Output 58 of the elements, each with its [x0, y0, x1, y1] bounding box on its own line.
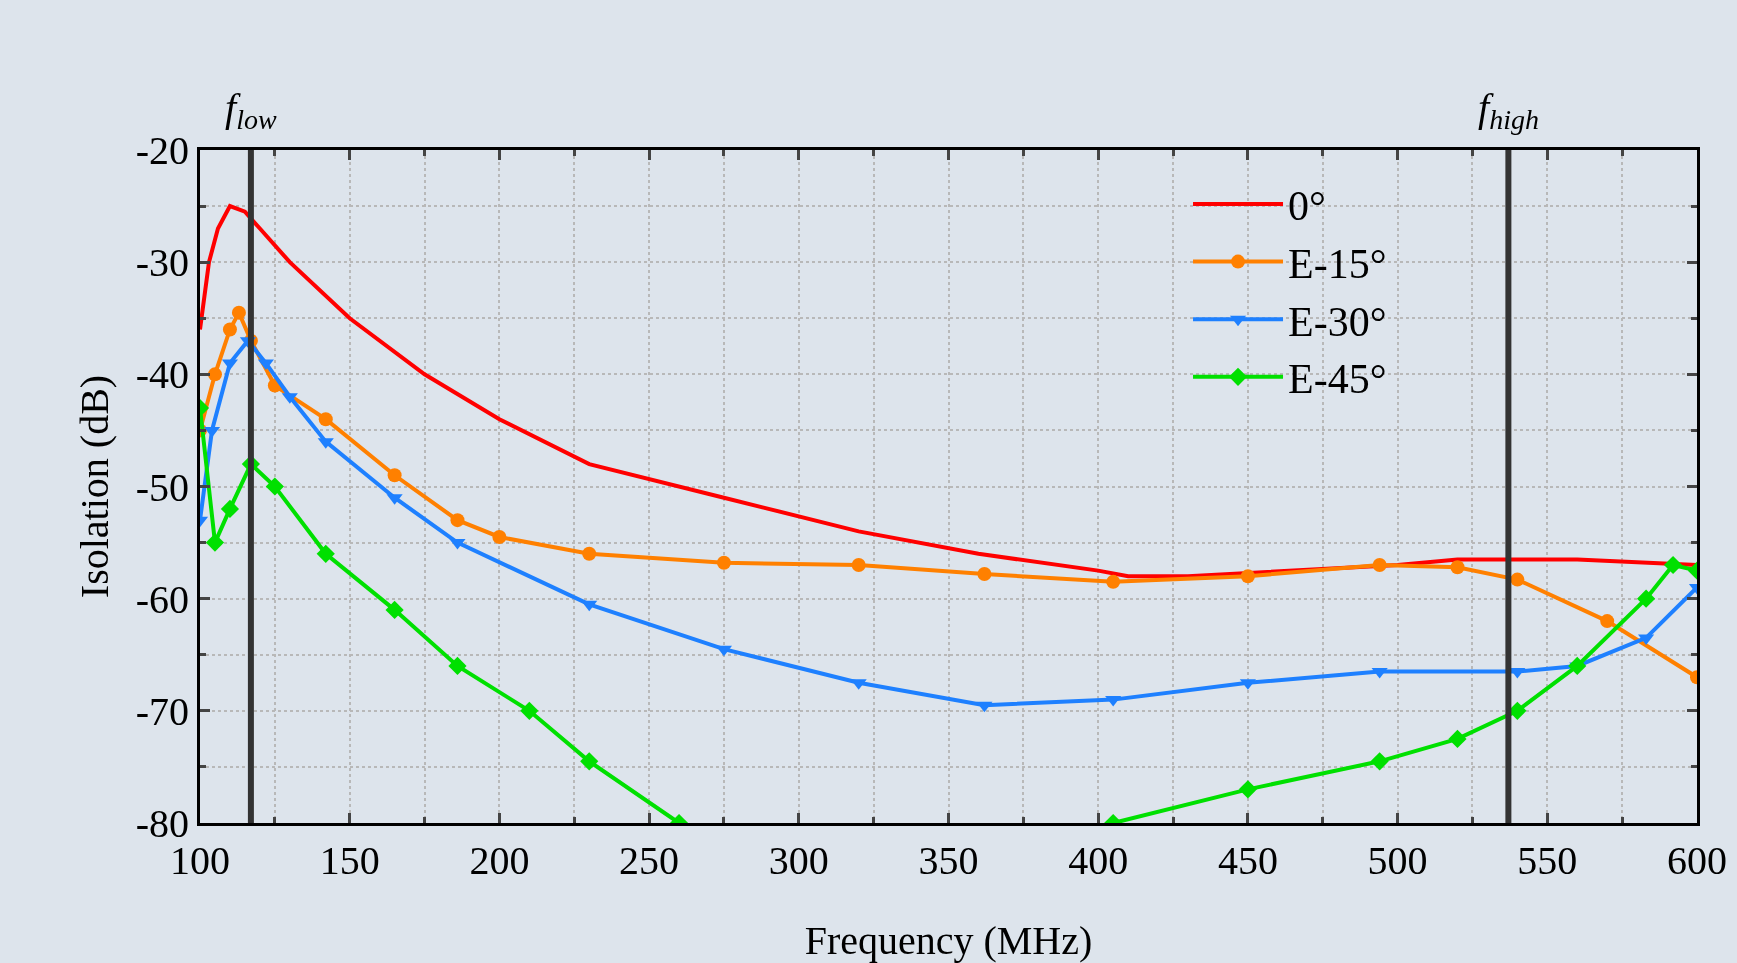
- ref-line-label: f$_{low}$: [225, 85, 277, 136]
- y-tick-label: -60: [135, 576, 189, 622]
- y-tick-label: -50: [135, 464, 189, 510]
- point: [316, 544, 335, 563]
- point: [318, 412, 333, 427]
- point: [520, 701, 539, 720]
- point: [222, 322, 237, 337]
- point: [205, 533, 225, 552]
- point: [582, 546, 597, 561]
- point: [977, 566, 992, 581]
- y-tick-label: -40: [135, 352, 189, 398]
- point: [1240, 569, 1255, 584]
- legend-label: E-15°: [1288, 240, 1387, 287]
- point: [716, 555, 731, 570]
- x-tick-label: 250: [619, 838, 680, 883]
- point: [1370, 752, 1389, 771]
- y-axis-title: Isolation (dB): [72, 374, 117, 599]
- point: [581, 600, 598, 612]
- legend-label: E-45°: [1288, 356, 1387, 403]
- point: [1600, 614, 1615, 629]
- x-tick-label: 200: [469, 838, 530, 883]
- point: [450, 513, 465, 528]
- point: [1663, 555, 1683, 575]
- point: [207, 367, 222, 382]
- point: [1448, 729, 1467, 748]
- point: [1372, 558, 1387, 573]
- y-tick-label: -70: [135, 688, 189, 734]
- x-tick-label: 350: [918, 838, 979, 883]
- x-tick-label: 550: [1517, 838, 1578, 883]
- point: [1637, 589, 1656, 608]
- point: [580, 752, 599, 771]
- x-tick-label: 150: [319, 838, 380, 883]
- point: [231, 305, 246, 320]
- point: [851, 558, 866, 573]
- point: [1238, 780, 1257, 799]
- y-tick-label: -20: [135, 128, 189, 173]
- point: [1510, 572, 1525, 587]
- x-tick-label: 450: [1217, 838, 1278, 883]
- point: [220, 499, 240, 519]
- x-tick-label: 300: [768, 838, 829, 883]
- point: [265, 477, 284, 496]
- legend-label: 0°: [1288, 183, 1326, 230]
- x-tick-label: 600: [1667, 838, 1727, 883]
- point: [1450, 560, 1465, 575]
- point: [257, 359, 274, 371]
- point: [448, 656, 467, 676]
- point: [492, 529, 507, 544]
- ref-line-label: f$_{high}$: [1478, 85, 1539, 136]
- x-tick-label: 400: [1068, 838, 1129, 883]
- legend-label: E-30°: [1288, 298, 1387, 345]
- point: [1106, 574, 1121, 589]
- x-tick-label: 500: [1367, 838, 1428, 883]
- point: [385, 600, 404, 619]
- y-tick-label: -30: [135, 240, 189, 286]
- point: [1568, 656, 1587, 676]
- point: [387, 468, 402, 483]
- point: [976, 701, 993, 713]
- x-axis-title: Frequency (MHz): [804, 918, 1093, 963]
